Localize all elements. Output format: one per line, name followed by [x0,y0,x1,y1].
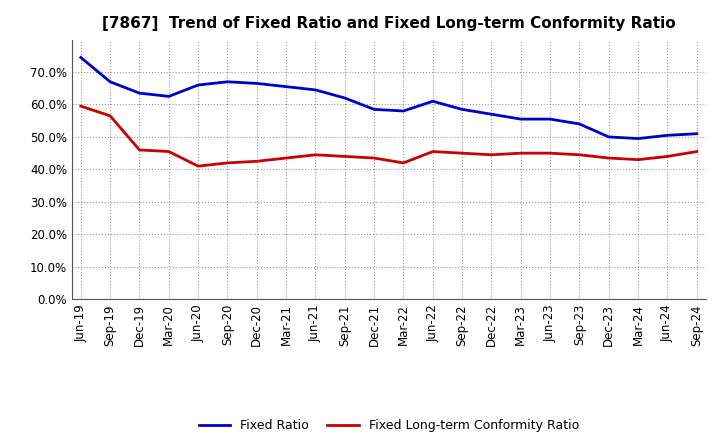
Fixed Ratio [106,79,114,84]
Fixed Long-term Conformity Ratio [458,150,467,156]
Fixed Ratio [253,81,261,86]
Fixed Long-term Conformity Ratio [693,149,701,154]
Fixed Ratio [575,121,584,127]
Fixed Ratio [663,133,672,138]
Fixed Long-term Conformity Ratio [487,152,496,158]
Fixed Long-term Conformity Ratio [282,155,290,161]
Fixed Long-term Conformity Ratio [311,152,320,158]
Legend: Fixed Ratio, Fixed Long-term Conformity Ratio: Fixed Ratio, Fixed Long-term Conformity … [194,414,584,437]
Fixed Long-term Conformity Ratio [516,150,525,156]
Fixed Long-term Conformity Ratio [253,159,261,164]
Fixed Long-term Conformity Ratio [663,154,672,159]
Fixed Ratio [135,91,144,96]
Fixed Ratio [223,79,232,84]
Fixed Long-term Conformity Ratio [634,157,642,162]
Fixed Ratio [282,84,290,89]
Fixed Long-term Conformity Ratio [428,149,437,154]
Fixed Ratio [428,99,437,104]
Fixed Ratio [487,112,496,117]
Fixed Long-term Conformity Ratio [76,103,85,109]
Fixed Ratio [370,107,379,112]
Fixed Long-term Conformity Ratio [370,155,379,161]
Title: [7867]  Trend of Fixed Ratio and Fixed Long-term Conformity Ratio: [7867] Trend of Fixed Ratio and Fixed Lo… [102,16,675,32]
Line: Fixed Ratio: Fixed Ratio [81,58,697,139]
Fixed Ratio [458,107,467,112]
Fixed Ratio [399,108,408,114]
Fixed Ratio [341,95,349,101]
Fixed Long-term Conformity Ratio [164,149,173,154]
Fixed Ratio [194,82,202,88]
Fixed Ratio [516,117,525,122]
Fixed Long-term Conformity Ratio [575,152,584,158]
Fixed Long-term Conformity Ratio [341,154,349,159]
Fixed Ratio [546,117,554,122]
Fixed Ratio [311,87,320,92]
Fixed Ratio [76,55,85,60]
Fixed Long-term Conformity Ratio [223,160,232,165]
Fixed Ratio [693,131,701,136]
Fixed Long-term Conformity Ratio [106,113,114,118]
Fixed Long-term Conformity Ratio [399,160,408,165]
Fixed Ratio [634,136,642,141]
Fixed Long-term Conformity Ratio [135,147,144,153]
Fixed Ratio [164,94,173,99]
Fixed Long-term Conformity Ratio [546,150,554,156]
Fixed Ratio [605,134,613,139]
Fixed Long-term Conformity Ratio [605,155,613,161]
Fixed Long-term Conformity Ratio [194,164,202,169]
Line: Fixed Long-term Conformity Ratio: Fixed Long-term Conformity Ratio [81,106,697,166]
